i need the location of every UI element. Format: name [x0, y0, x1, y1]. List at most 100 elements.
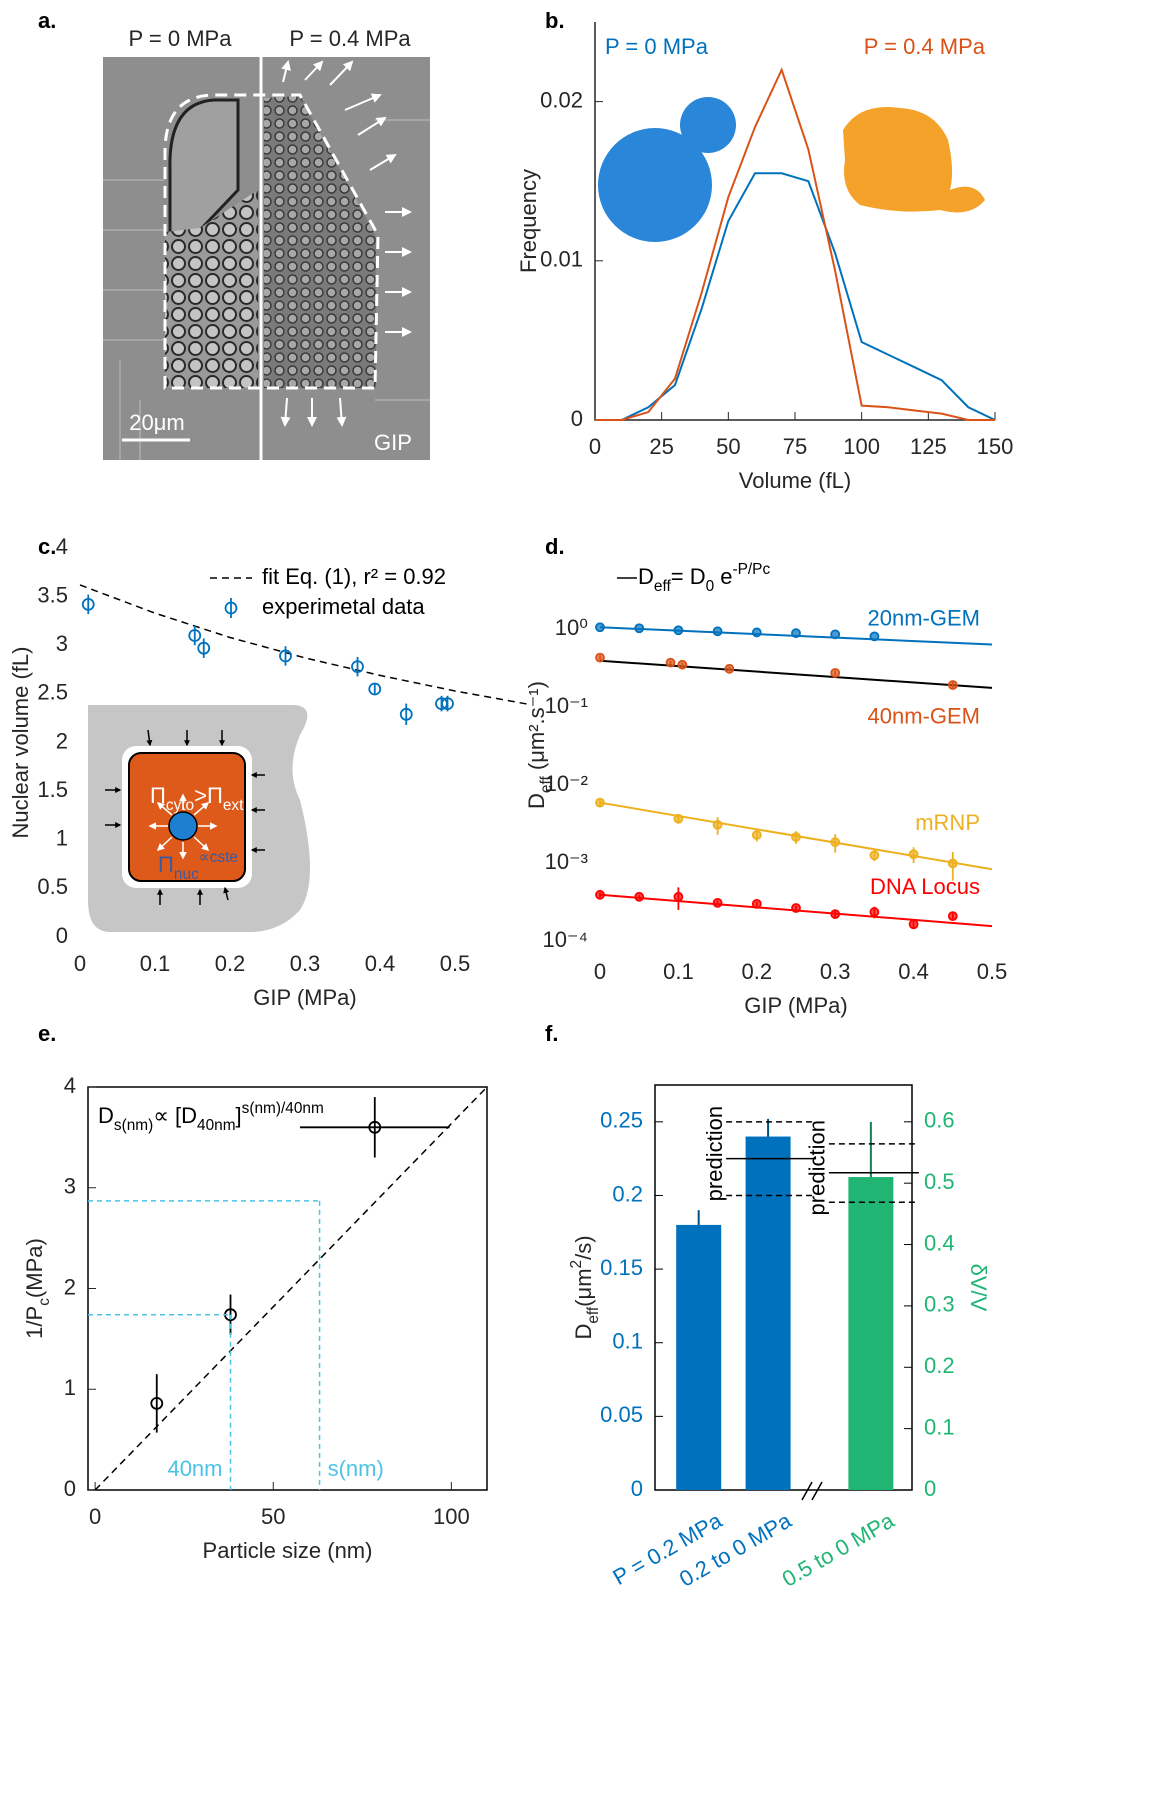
y-axis-label: 1/Pc(MPa) — [22, 1238, 53, 1339]
point — [665, 657, 676, 668]
point — [595, 889, 605, 900]
x-tick-label: 100 — [843, 434, 880, 459]
point — [351, 660, 364, 674]
point — [673, 813, 684, 824]
point — [673, 891, 684, 902]
cell-renderings — [598, 97, 985, 242]
y-tick-label: 0.05 — [600, 1402, 643, 1427]
inset-label-part: Π — [158, 852, 174, 877]
series-label: DNA Locus — [870, 874, 980, 899]
equation-part: D — [638, 564, 654, 589]
point — [677, 659, 688, 670]
series-label: 40nm-GEM — [868, 704, 980, 729]
point — [947, 911, 958, 922]
inset-label: Πnuc∝cste — [158, 849, 238, 883]
legend-label: P = 0.4 MPa — [864, 34, 986, 59]
point — [441, 697, 454, 710]
y-tick-label: 0.25 — [600, 1108, 643, 1133]
panel-label: c. — [38, 534, 56, 559]
y-axis-label-part: (μm².s⁻¹) — [524, 681, 549, 776]
inset-label-part: cyto — [166, 797, 194, 814]
y-tick-label: 1.5 — [37, 777, 68, 802]
y-tick-label: 0.02 — [540, 87, 583, 112]
y-axis-label-part: c — [36, 1298, 53, 1306]
y-tick-label: 1 — [64, 1375, 76, 1400]
bar — [745, 1136, 791, 1490]
y-axis-label: Nuclear volume (fL) — [8, 647, 33, 839]
inset-label-part: ∝cste — [199, 849, 238, 866]
y-tick-label: 2 — [56, 728, 68, 753]
y-axis-label-part: Frequency — [516, 169, 541, 273]
x-tick-label: 125 — [910, 434, 947, 459]
legend-label: P = 0 MPa — [605, 34, 709, 59]
point — [368, 1120, 382, 1134]
point — [751, 627, 762, 638]
inset-label: Πcyto>Πext — [150, 783, 244, 814]
point — [908, 919, 919, 930]
point — [869, 907, 880, 917]
image-label: P = 0.4 MPa — [289, 26, 411, 51]
point — [947, 858, 958, 869]
x-tick-label: 100 — [433, 1504, 470, 1529]
x-tick-label: 0.5 — [440, 951, 471, 976]
point — [947, 680, 958, 690]
y-tick-label: 1 — [56, 826, 68, 851]
x-tick-label: 0.3 — [820, 959, 851, 984]
point — [791, 832, 801, 842]
x-tick-label: 0.1 — [663, 959, 694, 984]
annotation: Ds(nm)∝ [D40nm]s(nm)/40nm — [98, 1100, 324, 1134]
point — [751, 830, 762, 840]
x-tick-label: 0 — [589, 434, 601, 459]
point — [399, 707, 413, 721]
point — [830, 667, 841, 678]
axis-break — [801, 1481, 823, 1501]
annotation-part: D — [98, 1103, 114, 1128]
x-axis-label: Particle size (nm) — [203, 1538, 373, 1563]
annotation-part: 40nm — [197, 1117, 236, 1134]
point — [279, 649, 292, 663]
point — [830, 909, 841, 919]
point — [595, 652, 605, 663]
inset-label-part: nuc — [174, 866, 199, 883]
x-tick-label: 0 — [594, 959, 606, 984]
x-tick-label: 0.1 — [140, 951, 171, 976]
x-axis-label: Volume (fL) — [739, 468, 852, 493]
y-tick-label: 3 — [56, 631, 68, 656]
equation-part: 0 — [706, 578, 715, 595]
y-axis-label: Deff (μm².s⁻¹) — [524, 681, 555, 809]
x-axis-label-part: GIP (MPa) — [744, 993, 848, 1018]
y-tick-label: 0.2 — [612, 1181, 643, 1206]
point — [712, 897, 723, 908]
y-axis-label-part: (MPa) — [22, 1238, 47, 1298]
y-tick-label: 0.1 — [612, 1329, 643, 1354]
y-tick-label: 10⁻⁴ — [542, 927, 588, 952]
y-tick-label: 4 — [56, 534, 68, 559]
y-tick-label: 0.15 — [600, 1255, 643, 1280]
y-tick-label: 0.5 — [37, 874, 68, 899]
bar — [676, 1224, 722, 1490]
x-tick-label: 0 — [89, 1504, 101, 1529]
inset-label-part: >Π — [194, 783, 223, 808]
x-tick-label: 25 — [649, 434, 673, 459]
x-tick-label: 0.4 — [898, 959, 929, 984]
y-tick-label: 4 — [64, 1073, 76, 1098]
point — [869, 850, 880, 861]
y-axis-label-part: eff — [585, 1306, 602, 1324]
bar — [848, 1177, 894, 1490]
legend-label: fit Eq. (1), r² = 0.92 — [262, 564, 446, 589]
x-axis-label: GIP (MPa) — [253, 985, 357, 1010]
point — [673, 625, 684, 636]
equation-part: = D — [671, 564, 706, 589]
y2-tick-label: 0.4 — [924, 1230, 955, 1255]
point — [634, 623, 645, 634]
annotation-part: ∝ [D — [153, 1103, 197, 1128]
image-annotation: GIP — [374, 430, 412, 455]
point — [150, 1396, 164, 1410]
y2-tick-label: 0.5 — [924, 1169, 955, 1194]
y2-tick-label: 0.1 — [924, 1414, 955, 1439]
point — [791, 903, 801, 913]
y2-tick-label: 0.6 — [924, 1108, 955, 1133]
x-tick-label: 0 — [74, 951, 86, 976]
y2-tick-label: 0.2 — [924, 1353, 955, 1378]
